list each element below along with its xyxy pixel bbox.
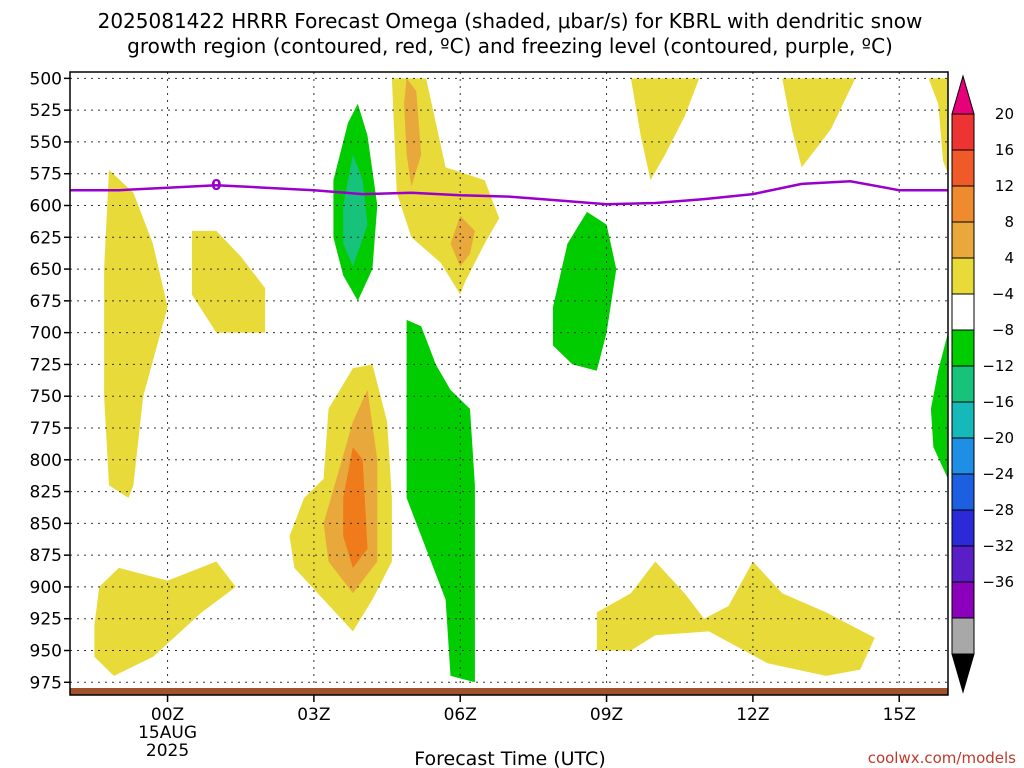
omega-region-y9 bbox=[928, 78, 948, 174]
x-tick-label: 12Z bbox=[736, 705, 769, 725]
freezing-level-line bbox=[70, 180, 948, 206]
colorbar-band bbox=[951, 293, 975, 331]
x-tick-label: 15AUG bbox=[138, 723, 197, 743]
y-tick-label: 750 bbox=[30, 387, 62, 407]
chart-title-line2: growth region (contoured, red, ºC) and f… bbox=[127, 34, 893, 58]
colorbar-band bbox=[951, 437, 975, 475]
y-tick-label: 700 bbox=[30, 324, 62, 344]
colorbar-band bbox=[951, 581, 975, 619]
credit-text: coolwx.com/models bbox=[868, 749, 1016, 767]
y-tick-label: 975 bbox=[30, 673, 62, 693]
y-tick-label: 950 bbox=[30, 642, 62, 662]
omega-region-y8 bbox=[782, 78, 856, 168]
colorbar-bottom-arrow bbox=[951, 653, 975, 694]
omega-region-y7 bbox=[630, 78, 700, 181]
y-tick-label: 875 bbox=[30, 546, 62, 566]
y-tick-label: 775 bbox=[30, 419, 62, 439]
omega-region-g4 bbox=[930, 332, 948, 479]
colorbar-band bbox=[951, 617, 975, 655]
plot-area: 0 bbox=[69, 71, 949, 696]
y-tick-label: 925 bbox=[30, 610, 62, 630]
colorbar-band bbox=[951, 257, 975, 295]
omega-region-t1 bbox=[343, 154, 368, 267]
y-tick-label: 575 bbox=[30, 165, 62, 185]
chart-title-line1: 2025081422 HRRR Forecast Omega (shaded, … bbox=[98, 9, 923, 33]
y-tick-label: 550 bbox=[30, 133, 62, 153]
colorbar-band bbox=[951, 401, 975, 439]
ground-strip bbox=[70, 688, 948, 695]
colorbar-tick-label: 4 bbox=[1004, 249, 1014, 267]
y-tick-label: 725 bbox=[30, 355, 62, 375]
grid-lines bbox=[70, 72, 948, 695]
colorbar-tick-label: −24 bbox=[982, 465, 1014, 483]
colorbar-band bbox=[951, 113, 975, 151]
omega-region-g2 bbox=[406, 319, 475, 683]
colorbar-tick-label: −32 bbox=[982, 537, 1014, 555]
colorbar-band bbox=[951, 365, 975, 403]
x-tick-label: 03Z bbox=[297, 705, 330, 725]
y-tick-label: 500 bbox=[30, 69, 62, 89]
colorbar-tick-label: −12 bbox=[982, 357, 1014, 375]
y-tick-label: 525 bbox=[30, 101, 62, 121]
colorbar-tick-label: −4 bbox=[992, 285, 1014, 303]
x-tick-label: 15Z bbox=[883, 705, 916, 725]
y-tick-label: 900 bbox=[30, 578, 62, 598]
x-tick-label: 06Z bbox=[444, 705, 477, 725]
colorbar-tick-label: 20 bbox=[995, 105, 1014, 123]
omega-region-r4 bbox=[343, 447, 368, 568]
colorbar-tick-label: −8 bbox=[992, 321, 1014, 339]
x-tick-label: 00Z bbox=[151, 705, 184, 725]
colorbar-tick-label: −20 bbox=[982, 429, 1014, 447]
omega-region-o3b bbox=[450, 215, 475, 267]
omega-shading bbox=[94, 78, 948, 683]
colorbar-band bbox=[951, 329, 975, 367]
y-tick-label: 800 bbox=[30, 451, 62, 471]
y-tick-label: 625 bbox=[30, 228, 62, 248]
colorbar-band bbox=[951, 149, 975, 187]
omega-region-y2 bbox=[191, 230, 266, 333]
omega-region-y1 bbox=[104, 169, 168, 498]
y-tick-label: 825 bbox=[30, 483, 62, 503]
colorbar-band bbox=[951, 221, 975, 259]
y-tick-label: 850 bbox=[30, 514, 62, 534]
x-tick-label: 2025 bbox=[146, 741, 189, 761]
colorbar: 20 16 12 8 4 −4 −8 −12 −16 −20 −24 −28 −32 −36 bbox=[951, 74, 1014, 694]
freezing-level-label: 0 bbox=[211, 176, 221, 194]
y-axis-ticks: 500 525 550 575 600 625 650 675 700 725 750 775 800 8… bbox=[30, 69, 70, 693]
colorbar-tick-label: −36 bbox=[982, 573, 1014, 591]
y-tick-label: 675 bbox=[30, 292, 62, 312]
colorbar-band bbox=[951, 473, 975, 511]
y-tick-label: 650 bbox=[30, 260, 62, 280]
y-tick-label: 600 bbox=[30, 197, 62, 217]
x-tick-label: 09Z bbox=[590, 705, 623, 725]
plot-frame bbox=[69, 71, 949, 696]
colorbar-tick-label: 16 bbox=[995, 141, 1014, 159]
colorbar-tick-label: −16 bbox=[982, 393, 1014, 411]
colorbar-tick-label: 8 bbox=[1004, 213, 1014, 231]
omega-region-o3 bbox=[404, 78, 422, 187]
x-axis-label: Forecast Time (UTC) bbox=[414, 748, 605, 768]
omega-region-y5 bbox=[94, 561, 236, 676]
colorbar-tick-label: 12 bbox=[995, 177, 1014, 195]
colorbar-band bbox=[951, 185, 975, 223]
colorbar-band bbox=[951, 509, 975, 547]
omega-region-g3 bbox=[552, 211, 617, 371]
colorbar-band bbox=[951, 545, 975, 583]
colorbar-tick-label: −28 bbox=[982, 501, 1014, 519]
colorbar-top-arrow bbox=[951, 74, 975, 115]
